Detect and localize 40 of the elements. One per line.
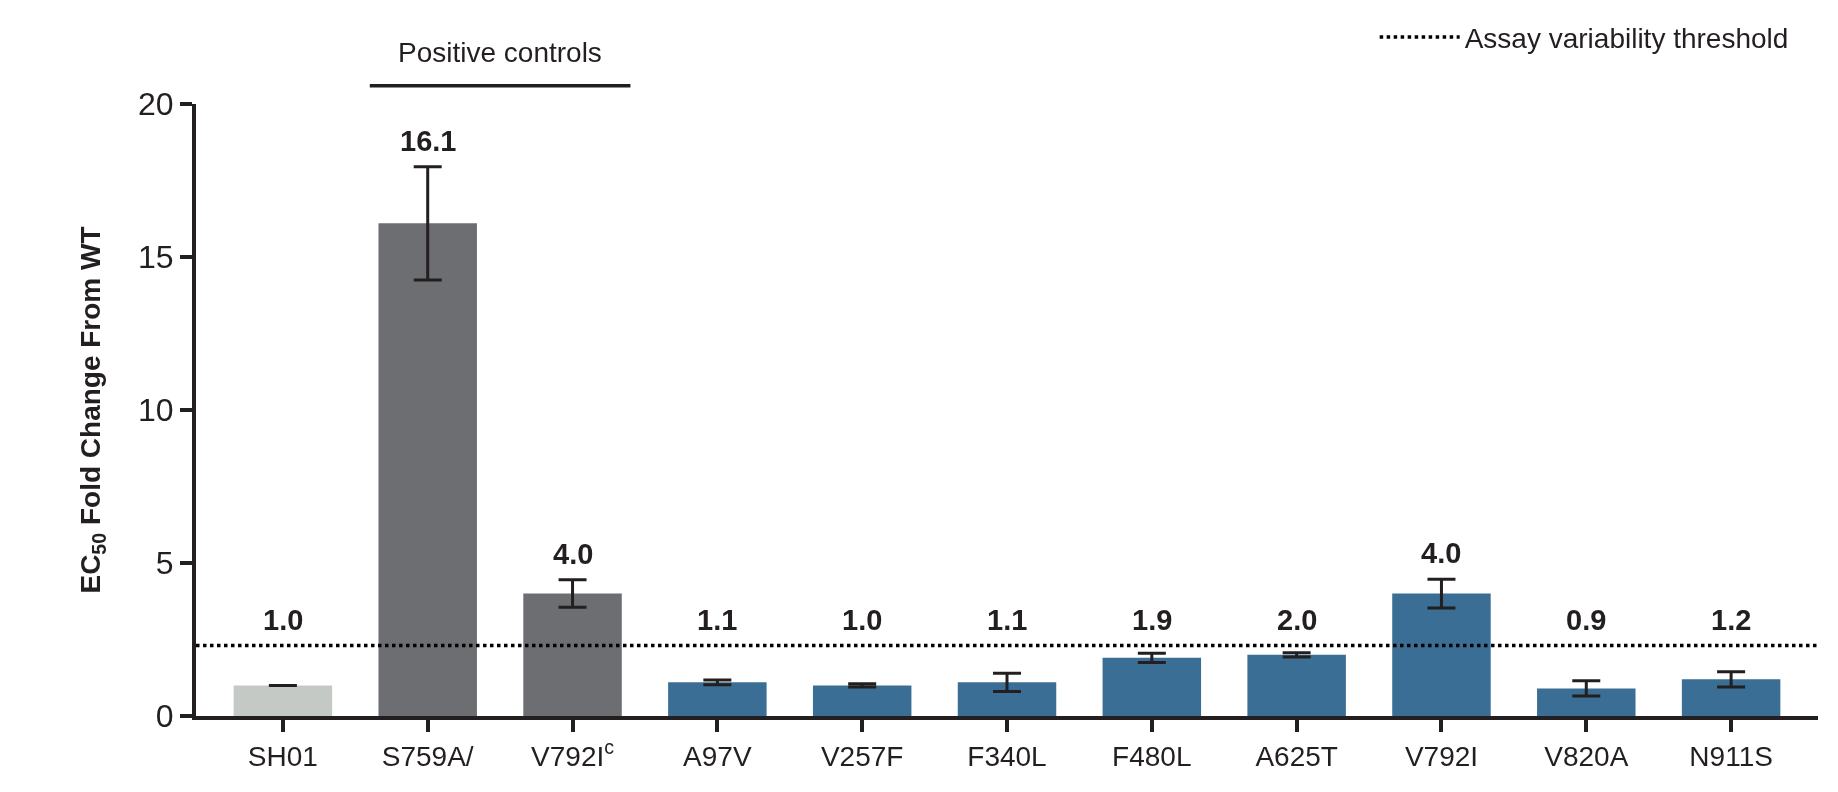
x-tick-label: A625T — [1255, 740, 1338, 772]
bar — [668, 682, 767, 716]
data-label: 1.1 — [987, 604, 1028, 636]
data-label: 2.0 — [1277, 604, 1318, 636]
x-tick-label: V257F — [820, 740, 904, 772]
bar — [812, 685, 912, 716]
x-tick-label: V792I — [1404, 740, 1479, 772]
x-tick-label: SH01 — [247, 740, 318, 772]
legend-label: Assay variability threshold — [1464, 22, 1789, 54]
y-tick-label: 0 — [155, 698, 174, 735]
bar — [1102, 657, 1202, 716]
data-label: 4.0 — [1421, 537, 1462, 569]
data-label: 1.2 — [1711, 604, 1752, 636]
bar — [957, 682, 1057, 716]
bar — [378, 223, 477, 716]
data-label: 1.0 — [263, 604, 304, 636]
bar — [1681, 679, 1781, 716]
x-tick-label: S759A/ — [381, 740, 474, 772]
bar — [1247, 654, 1346, 716]
x-tick-label: V820A — [1544, 740, 1629, 772]
text: Positive controls — [398, 37, 602, 68]
data-label: 1.9 — [1132, 604, 1173, 636]
y-tick-label: 5 — [155, 545, 174, 582]
y-tick-label: 10 — [138, 392, 174, 429]
bar — [523, 593, 622, 716]
y-tick-label: 15 — [138, 239, 174, 276]
bar — [1392, 593, 1491, 716]
data-label: 1.1 — [697, 604, 738, 636]
data-label: 0.9 — [1566, 604, 1607, 636]
bar — [1537, 688, 1636, 716]
data-label: 1.0 — [842, 604, 883, 636]
x-tick-label: N911S — [1689, 740, 1773, 772]
data-label: 4.0 — [553, 538, 594, 570]
data-label: 16.1 — [400, 125, 457, 157]
y-tick-label: 20 — [138, 86, 174, 123]
x-tick-label: V792I$^{c}$ — [531, 735, 615, 772]
x-tick-label: A97V — [683, 740, 752, 772]
bar — [233, 685, 333, 716]
x-tick-label: F340L — [967, 740, 1047, 772]
x-tick-label: F480L — [1112, 740, 1192, 772]
